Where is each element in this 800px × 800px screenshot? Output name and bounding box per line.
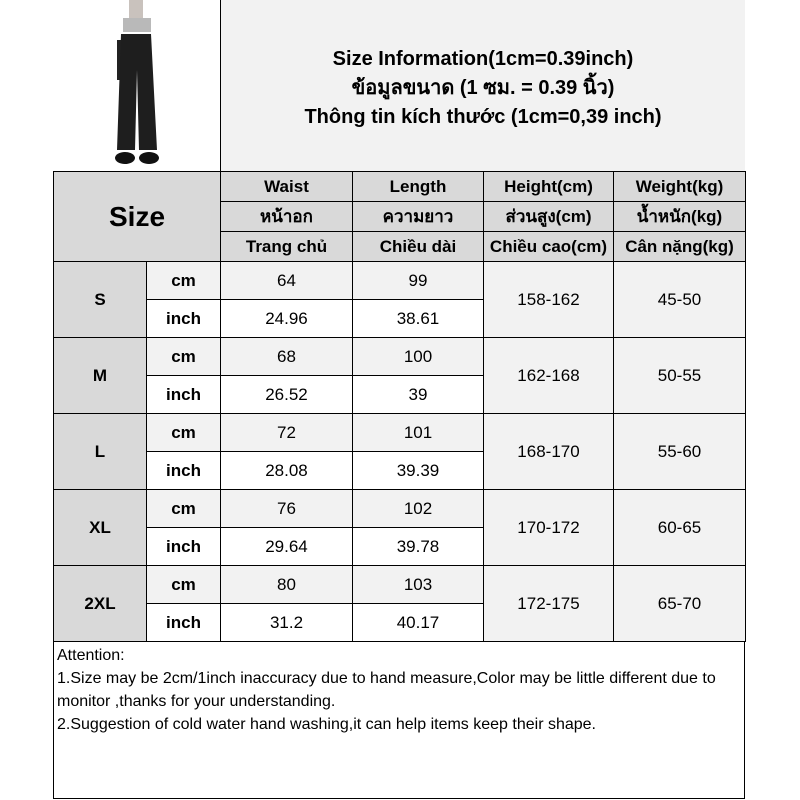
col-weight-th: น้ำหนัก(kg) [613,201,746,232]
attention-heading: Attention: [57,647,125,664]
length-cm: 101 [352,413,484,452]
attention-line-1: 1.Size may be 2cm/1inch inaccuracy due t… [57,670,716,710]
length-inch: 38.61 [352,299,484,338]
length-cm: 99 [352,261,484,300]
weight-range: 50-55 [613,337,746,414]
length-inch: 39.78 [352,527,484,566]
col-weight-vi: Cân nặng(kg) [613,231,746,262]
product-photo [53,0,221,171]
waist-cm: 80 [220,565,353,604]
unit-inch: inch [146,603,221,642]
unit-inch: inch [146,375,221,414]
waist-cm: 64 [220,261,353,300]
unit-cm: cm [146,565,221,604]
col-waist-th: หน้าอก [220,201,353,232]
col-height-vi: Chiều cao(cm) [483,231,614,262]
length-inch: 39 [352,375,484,414]
size-row-cm: M cm 68 100 162-168 50-55 [53,337,746,414]
unit-inch: inch [146,451,221,490]
length-cm: 103 [352,565,484,604]
waist-cm: 68 [220,337,353,376]
length-cm: 100 [352,337,484,376]
title-thai: ข้อมูลขนาด (1 ซม. = 0.39 นิ้ว) [351,77,615,99]
size-label: M [53,337,147,414]
unit-inch: inch [146,527,221,566]
attention-line-2: 2.Suggestion of cold water hand washing,… [57,716,596,733]
waist-inch: 26.52 [220,375,353,414]
length-inch: 40.17 [352,603,484,642]
unit-cm: cm [146,413,221,452]
jeans-model-image [115,0,159,164]
size-label: XL [53,489,147,566]
size-info-title: Size Information(1cm=0.39inch) ข้อมูลขนา… [221,0,745,171]
col-waist-en: Waist [220,171,353,202]
size-table: Size Waist Length Height(cm) Weight(kg) … [53,171,746,642]
unit-cm: cm [146,337,221,376]
height-range: 172-175 [483,565,614,642]
col-length-vi: Chiều dài [352,231,484,262]
height-range: 170-172 [483,489,614,566]
size-row-cm: L cm 72 101 168-170 55-60 [53,413,746,490]
waist-inch: 24.96 [220,299,353,338]
col-waist-vi: Trang chủ [220,231,353,262]
length-cm: 102 [352,489,484,528]
weight-range: 55-60 [613,413,746,490]
waist-inch: 28.08 [220,451,353,490]
title-english: Size Information(1cm=0.39inch) [332,48,634,70]
col-length-en: Length [352,171,484,202]
height-range: 168-170 [483,413,614,490]
size-row-cm: XL cm 76 102 170-172 60-65 [53,489,746,566]
col-length-th: ความยาว [352,201,484,232]
unit-cm: cm [146,489,221,528]
size-label: 2XL [53,565,147,642]
size-row-inch: inch 31.2 40.17 [54,603,746,642]
col-height-th: ส่วนสูง(cm) [483,201,614,232]
title-vietnamese: Thông tin kích thước (1cm=0,39 inch) [304,106,662,128]
size-row-inch: inch 24.96 38.61 [54,299,746,338]
waist-cm: 72 [220,413,353,452]
size-label: S [53,261,147,338]
col-height-en: Height(cm) [483,171,614,202]
attention-note: Attention: 1.Size may be 2cm/1inch inacc… [54,644,744,736]
unit-inch: inch [146,299,221,338]
weight-range: 65-70 [613,565,746,642]
size-label: L [53,413,147,490]
size-header: Size [53,171,221,262]
length-inch: 39.39 [352,451,484,490]
waist-inch: 29.64 [220,527,353,566]
weight-range: 60-65 [613,489,746,566]
waist-cm: 76 [220,489,353,528]
col-weight-en: Weight(kg) [613,171,746,202]
height-range: 158-162 [483,261,614,338]
waist-inch: 31.2 [220,603,353,642]
height-range: 162-168 [483,337,614,414]
size-row-cm: S cm 64 99 158-162 45-50 [53,261,746,338]
size-row-inch: inch 26.52 39 [54,375,746,414]
weight-range: 45-50 [613,261,746,338]
size-row-cm: 2XL cm 80 103 172-175 65-70 [53,565,746,642]
unit-cm: cm [146,261,221,300]
size-row-inch: inch 29.64 39.78 [54,527,746,566]
